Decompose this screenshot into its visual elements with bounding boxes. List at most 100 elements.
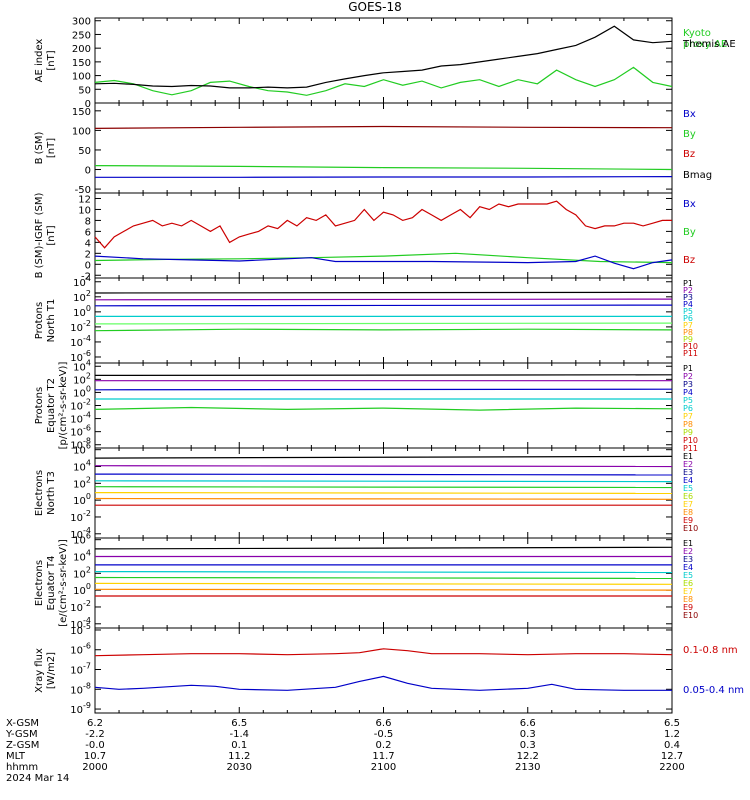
- y-tick-label: 50: [78, 85, 91, 96]
- series-line-p2-P1: [94, 374, 673, 376]
- y-tick-label: 4: [85, 238, 91, 249]
- legend-label: E6: [683, 492, 693, 501]
- series-line-db-Bz: [94, 200, 672, 249]
- y-axis-label: B (SM)-IGRF (SM): [34, 193, 45, 279]
- series-line-e1-E6: [94, 492, 673, 494]
- legend-label: Bx: [683, 199, 696, 210]
- series-line-e1-E7: [94, 497, 673, 500]
- y-tick-label: 10-7: [70, 662, 91, 677]
- y-tick-label: 10-2: [70, 509, 91, 524]
- y-tick-label: 10-9: [70, 701, 91, 716]
- y-axis-label: Equator T4: [46, 556, 57, 611]
- y-tick-label: 250: [72, 30, 91, 41]
- legend-label: P11: [683, 349, 698, 358]
- legend-label: E10: [683, 611, 698, 620]
- panel-frame-ae: [94, 17, 673, 104]
- y-tick-label: 10-6: [70, 349, 91, 364]
- y-tick-label: 10-6: [70, 424, 91, 439]
- x-tick-label: 0.1: [231, 740, 247, 751]
- series-line-p1-P6: [94, 328, 673, 332]
- legend-label: Kyoto: [683, 28, 711, 39]
- legend-label: E2: [683, 547, 693, 556]
- y-axis-label: Electrons: [34, 560, 45, 606]
- legend-label: P7: [683, 412, 693, 421]
- legend-label: E9: [683, 603, 693, 612]
- x-tick-label: -2.2: [85, 729, 105, 740]
- chart-title: GOES-18: [348, 0, 402, 14]
- series-line-e1-E3: [94, 473, 673, 476]
- legend-label: P5: [683, 396, 693, 405]
- series-line-b-By: [94, 165, 673, 171]
- y-tick-label: 10-4: [70, 616, 91, 631]
- y-tick-label: 10-8: [70, 681, 91, 696]
- series-line-p1-P2: [94, 298, 673, 301]
- series-line-e2-E6: [94, 582, 673, 585]
- series-line-b-Bz: [94, 125, 673, 129]
- y-axis-label: North T1: [46, 299, 57, 343]
- series-line-p1-P5: [94, 322, 673, 325]
- series-line-ae-Themis-AE: [94, 25, 673, 89]
- legend-label: P6: [683, 314, 693, 323]
- series-line-b-Bx: [95, 176, 673, 178]
- y-tick-label: 100: [73, 492, 91, 507]
- y-tick-label: 0: [85, 99, 91, 110]
- legend-label: E5: [683, 571, 693, 580]
- y-tick-label: 100: [72, 72, 91, 83]
- legend-label: P7: [683, 321, 693, 330]
- y-tick-label: 104: [73, 274, 91, 289]
- legend-label: P2: [683, 372, 693, 381]
- x-axis-row-label: X-GSM: [6, 718, 39, 729]
- legend-label: P2: [683, 286, 693, 295]
- legend-label: 0.1-0.8 nm: [683, 645, 738, 656]
- series-line-e1-E4: [94, 480, 673, 483]
- legend-label: E7: [683, 587, 693, 596]
- legend-label: E3: [683, 468, 693, 477]
- y-tick-label: 102: [73, 371, 91, 386]
- y-axis-label: AE index: [34, 39, 45, 83]
- legend-label: E7: [683, 500, 693, 509]
- x-axis-row-label: 2024 Mar 14: [6, 773, 69, 784]
- y-tick-label: 10: [78, 205, 91, 216]
- series-line-db-Bx: [94, 255, 673, 270]
- y-tick-label: 106: [73, 532, 91, 547]
- legend-label: E4: [683, 563, 693, 572]
- x-tick-label: 2200: [659, 762, 684, 773]
- legend-label: P1: [683, 364, 693, 373]
- legend-label: By: [683, 227, 696, 238]
- series-line-e1-E1: [94, 455, 673, 459]
- series-line-xray-0-05-0-4-nm: [94, 675, 672, 691]
- legend-label: Bz: [683, 149, 695, 160]
- legend-label: E2: [683, 460, 693, 469]
- y-tick-label: 100: [73, 304, 91, 319]
- y-axis-label: Protons: [34, 387, 45, 424]
- series-line-p1-P1: [94, 291, 673, 294]
- legend-label: proxy AE: [683, 39, 727, 50]
- y-tick-label: 100: [72, 126, 91, 137]
- y-axis-label: Xray flux: [34, 648, 45, 693]
- x-tick-label: 2000: [82, 762, 107, 773]
- legend-label: P10: [683, 436, 698, 445]
- y-tick-label: 200: [72, 44, 91, 55]
- y-tick-label: 10-2: [70, 398, 91, 413]
- panel-frame-b: [94, 102, 673, 194]
- x-tick-label: -0.0: [85, 740, 105, 751]
- y-axis-label: Equator T2: [46, 378, 57, 433]
- legend-label: P8: [683, 420, 693, 429]
- y-tick-label: 106: [73, 442, 91, 457]
- series-line-xray-0-1-0-8-nm: [94, 648, 673, 657]
- y-tick-label: 104: [73, 459, 91, 474]
- legend-label: P6: [683, 404, 693, 413]
- legend-label: E4: [683, 476, 693, 485]
- y-tick-label: 10-5: [70, 622, 91, 637]
- legend-label: E5: [683, 484, 693, 493]
- panel-frame-db: [94, 192, 673, 279]
- legend-label: P1: [683, 279, 693, 288]
- y-tick-label: 6: [85, 227, 91, 238]
- legend-label: E10: [683, 524, 698, 533]
- panel-frame-xray: [94, 627, 673, 714]
- legend-label: 0.05-0.4 nm: [683, 685, 744, 696]
- x-tick-label: 1.2: [664, 729, 680, 740]
- legend-label: P10: [683, 342, 698, 351]
- y-axis-label: B (SM): [34, 131, 45, 164]
- legend-label: P9: [683, 428, 693, 437]
